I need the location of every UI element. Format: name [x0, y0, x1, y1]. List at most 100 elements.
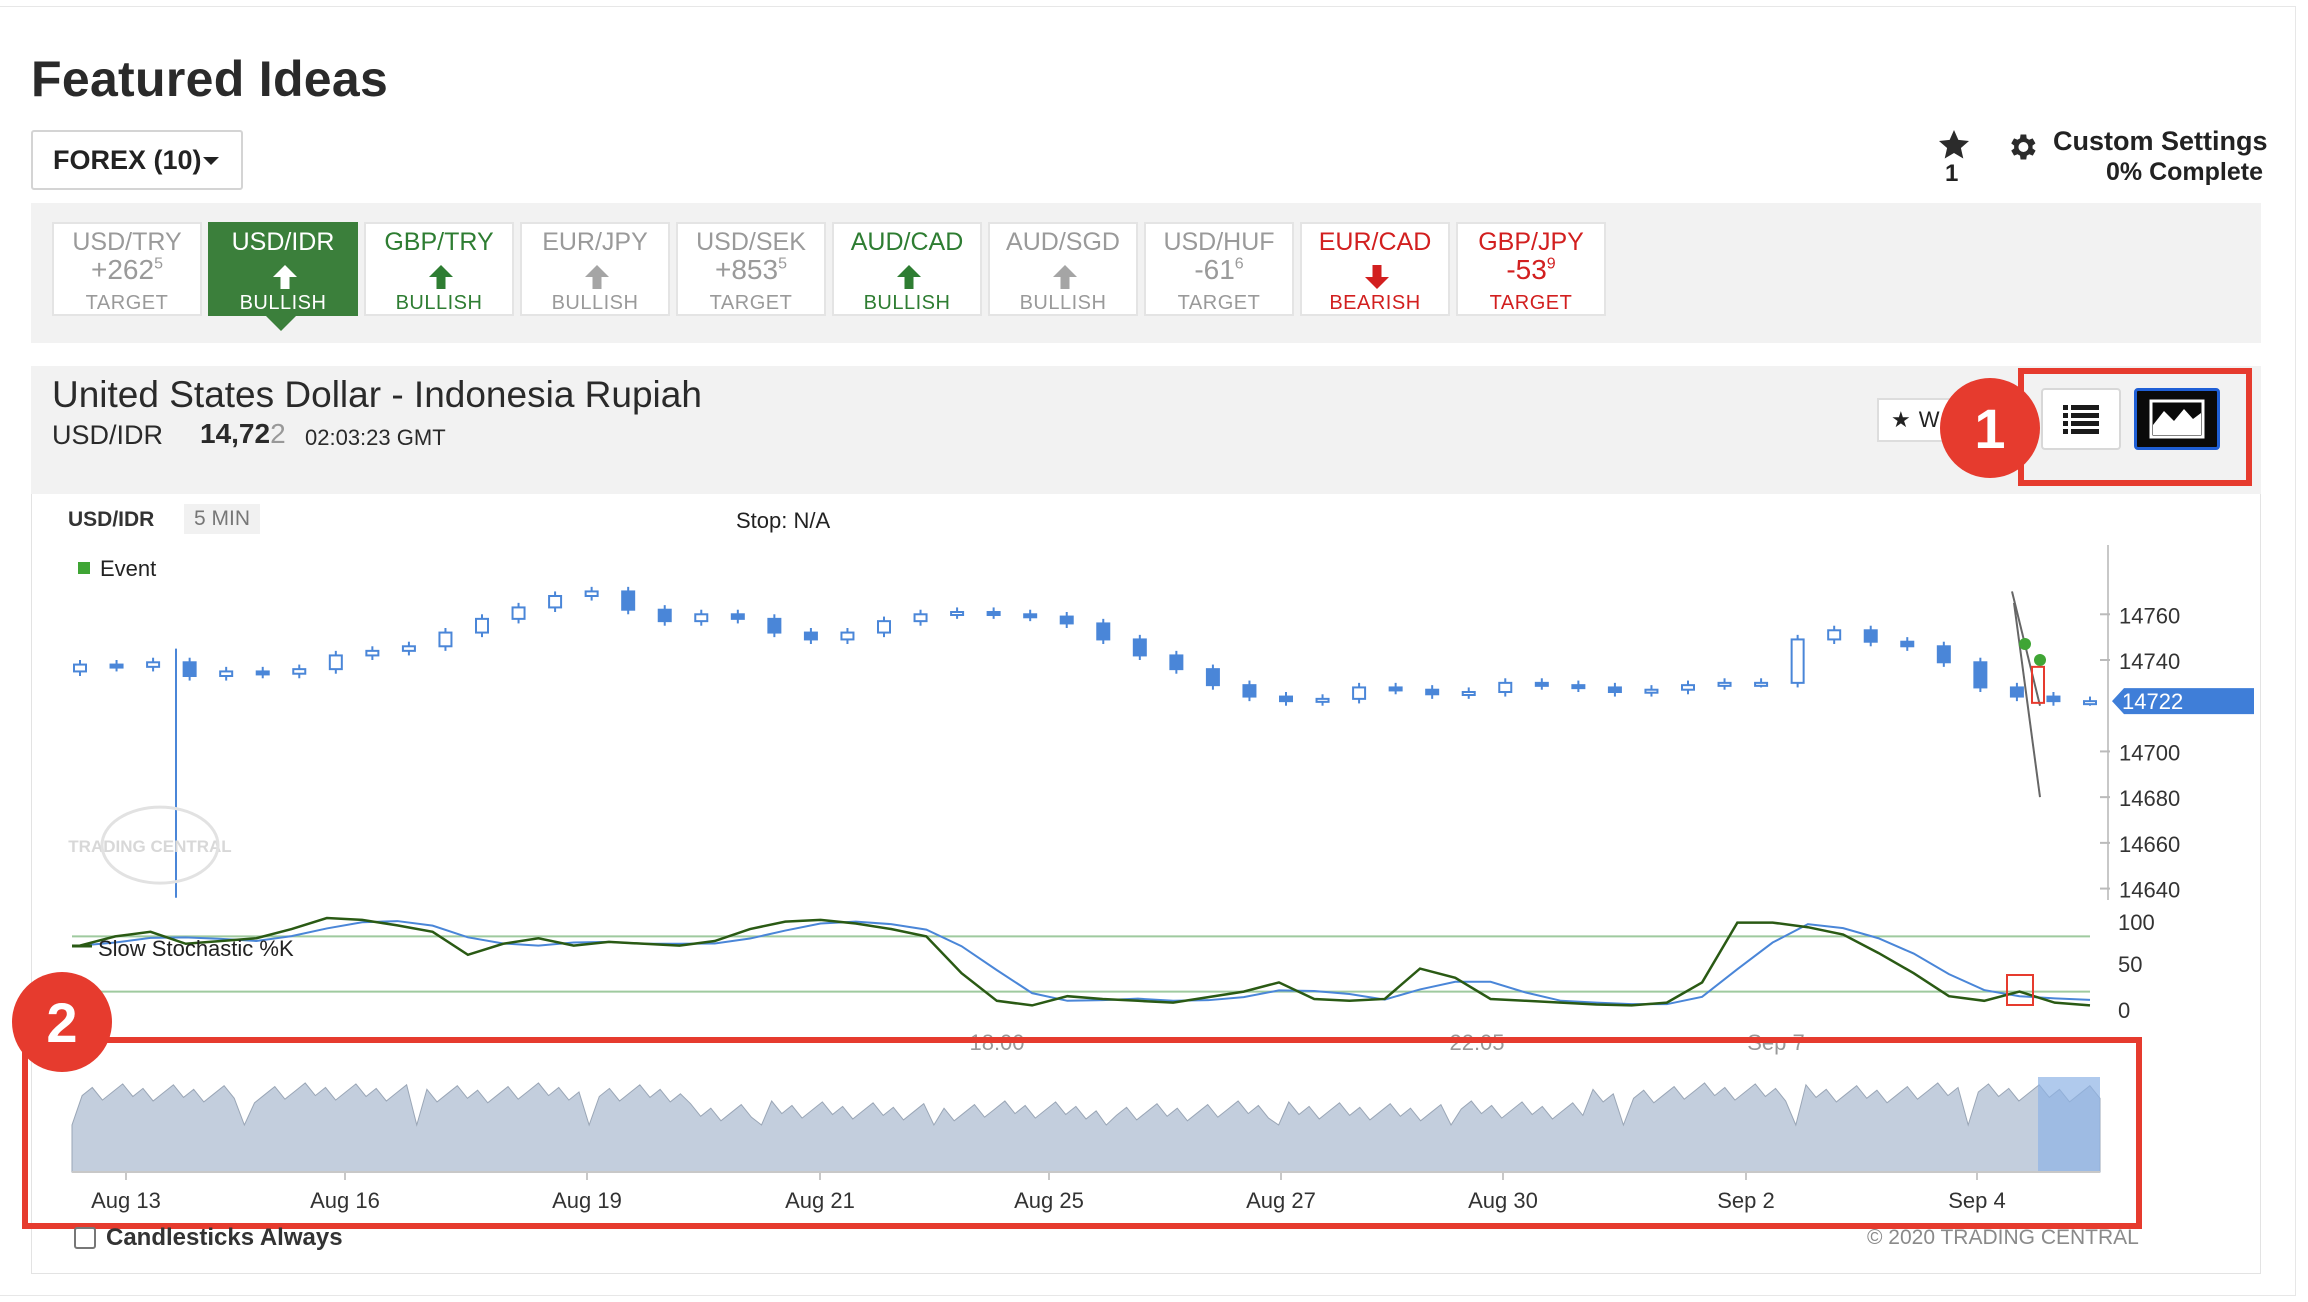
- candle-body: [730, 613, 745, 620]
- navigator-tick-label: Sep 2: [1717, 1188, 1775, 1213]
- event-marker: [2034, 654, 2046, 666]
- idea-tile-usd-huf[interactable]: USD/HUF -616 TARGET: [1144, 222, 1294, 316]
- custom-settings-link[interactable]: Custom Settings: [2053, 126, 2268, 156]
- navigator-tick-label: Aug 30: [1468, 1188, 1538, 1213]
- candle-body: [109, 663, 124, 669]
- candle-body: [803, 631, 818, 641]
- stoch-tick-label: 0: [2118, 998, 2130, 1023]
- gear-icon[interactable]: [2005, 130, 2039, 164]
- star-icon[interactable]: [1936, 127, 1972, 163]
- candle-body: [1754, 681, 1769, 687]
- candlesticks-label: Candlesticks Always: [106, 1224, 343, 1251]
- chart-symbol: USD/IDR: [68, 508, 155, 531]
- candle-body: [1681, 684, 1695, 691]
- candle-body: [2083, 700, 2097, 706]
- candle-body: [401, 645, 416, 652]
- dropdown-label: FOREX (10): [53, 144, 202, 175]
- idea-tile-gbp-jpy[interactable]: GBP/JPY -539 TARGET: [1456, 222, 1606, 316]
- tile-label: BULLISH: [395, 292, 483, 314]
- idea-tile-eur-jpy[interactable]: EUR/JPY BULLISH: [520, 222, 670, 316]
- watermark-ring: [100, 805, 220, 885]
- tile-symbol: USD/HUF: [1163, 228, 1275, 256]
- candle-body: [1534, 681, 1549, 687]
- arrow-up-icon: [1053, 265, 1077, 289]
- navigator-tick-label: Sep 4: [1948, 1188, 2006, 1213]
- tile-symbol: EUR/JPY: [542, 228, 648, 256]
- tile-value: +2625: [91, 254, 163, 285]
- candle-body: [1132, 638, 1147, 657]
- watch-label: W: [1918, 407, 1940, 432]
- callout-badge-2: 2: [12, 972, 112, 1072]
- candle-body: [913, 613, 928, 623]
- candle-body: [438, 631, 453, 648]
- timeframe-selector[interactable]: 5 MIN: [184, 504, 261, 534]
- idea-tile-aud-sgd[interactable]: AUD/SGD BULLISH: [988, 222, 1138, 316]
- list-view-button[interactable]: [2041, 388, 2121, 450]
- candle-body: [1571, 684, 1586, 690]
- current-price-tag: [2112, 688, 2254, 715]
- navigator-area: [71, 1082, 2101, 1173]
- idea-tile-aud-cad[interactable]: AUD/CAD BULLISH: [832, 222, 982, 316]
- navigator-window: [2038, 1077, 2100, 1172]
- idea-tile-eur-cad[interactable]: EUR/CAD BEARISH: [1300, 222, 1450, 316]
- candle-body: [2046, 695, 2061, 703]
- candle-body: [1607, 686, 1622, 694]
- candle-body: [986, 611, 1001, 616]
- tile-symbol: USD/IDR: [231, 228, 335, 256]
- candle-body: [219, 670, 234, 678]
- stoch-d-line: [79, 920, 2091, 1006]
- candle-body: [1863, 629, 1878, 643]
- star-icon: ★: [1891, 407, 1911, 432]
- candle-body: [146, 661, 161, 668]
- list-icon: [2063, 405, 2099, 434]
- tile-value: -616: [1194, 254, 1244, 285]
- price-main: 14,72: [200, 418, 271, 449]
- event-marker: [2019, 638, 2031, 650]
- candle-body: [2009, 686, 2024, 698]
- tile-label: BULLISH: [551, 292, 639, 314]
- arrow-up-icon: [273, 265, 297, 289]
- idea-tile-usd-try[interactable]: USD/TRY +2625 TARGET: [52, 222, 202, 316]
- candle-body: [1352, 686, 1367, 700]
- stop-label: Stop: N/A: [736, 508, 831, 533]
- tile-label: TARGET: [85, 292, 169, 314]
- candle-body: [1900, 640, 1915, 648]
- arrow-up-icon: [585, 265, 609, 289]
- idea-tile-usd-sek[interactable]: USD/SEK +8535 TARGET: [676, 222, 826, 316]
- stoch-tick-label: 100: [2118, 910, 2155, 935]
- tile-value: -539: [1506, 254, 1556, 285]
- candle-body: [1936, 645, 1951, 664]
- arrow-down-icon: [1365, 265, 1389, 289]
- candle-body: [182, 661, 197, 677]
- projection-line: [2013, 602, 2041, 798]
- instrument-symbol: USD/IDR: [52, 420, 164, 450]
- stochastic-legend-label: Slow Stochastic %K: [98, 936, 294, 961]
- candle-body: [1315, 697, 1330, 703]
- price-tick-label: 14740: [2119, 649, 2180, 674]
- candle-body: [1498, 681, 1513, 693]
- candle-body: [292, 668, 307, 675]
- candle-body: [365, 649, 380, 657]
- navigator-tick-label: Aug 13: [91, 1188, 161, 1213]
- navigator-tick-label: Aug 19: [552, 1188, 622, 1213]
- price-tick-label: 14640: [2119, 878, 2180, 903]
- instrument-price: 14,722: [200, 418, 286, 450]
- callout-box-2: [22, 1037, 2142, 1229]
- watermark-text: TRADING CENTRAL: [68, 837, 231, 856]
- chart-view-button[interactable]: [2134, 388, 2220, 450]
- tile-label: TARGET: [709, 292, 793, 314]
- candle-body: [1644, 688, 1659, 694]
- navigator-tick-label: Aug 25: [1014, 1188, 1084, 1213]
- idea-tile-gbp-try[interactable]: GBP/TRY BULLISH: [364, 222, 514, 316]
- tile-label: BEARISH: [1329, 292, 1421, 314]
- price-tick-label: 14700: [2119, 740, 2180, 765]
- candle-body: [1461, 691, 1476, 696]
- area-chart-icon: [2149, 399, 2205, 439]
- candlesticks-checkbox[interactable]: [74, 1227, 96, 1249]
- price-tick-label: 14680: [2119, 786, 2180, 811]
- add-to-watchlist-button[interactable]: ★ W: [1877, 398, 1957, 442]
- asset-class-dropdown[interactable]: FOREX (10): [31, 130, 243, 190]
- candle-body: [950, 611, 965, 616]
- completion-status: 0% Complete: [2106, 158, 2263, 186]
